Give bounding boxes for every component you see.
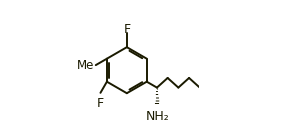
Text: F: F [96, 97, 103, 110]
Text: NH₂: NH₂ [146, 110, 169, 123]
Text: F: F [123, 23, 130, 36]
Text: Me: Me [77, 59, 94, 72]
